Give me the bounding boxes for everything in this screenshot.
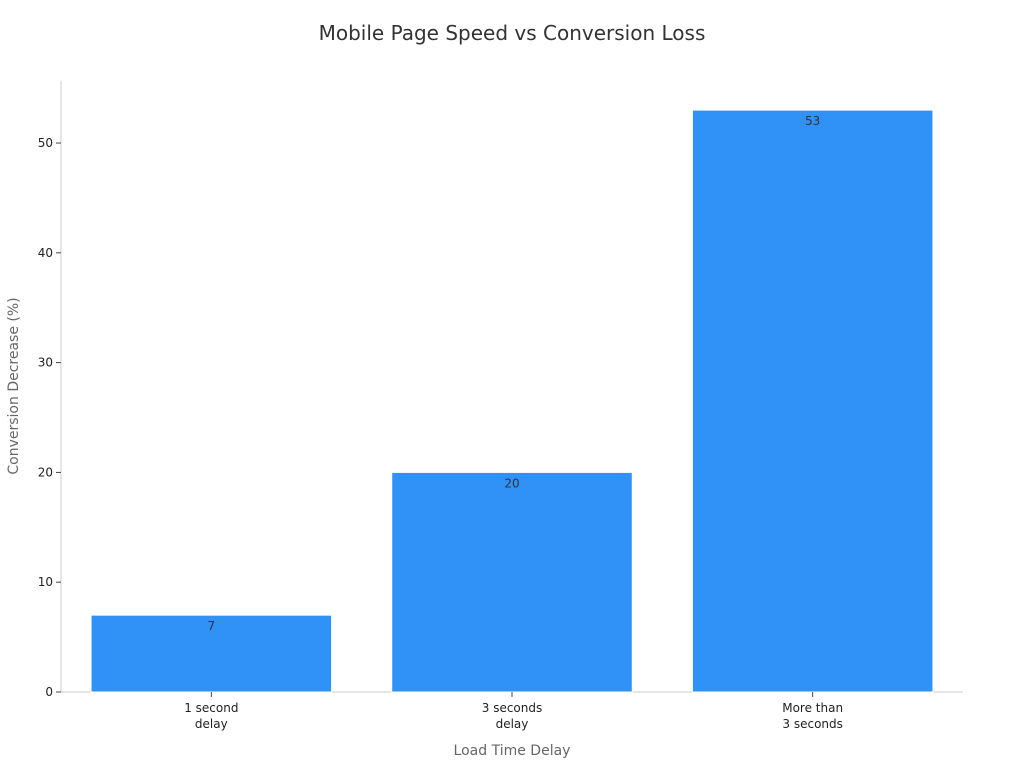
data-labels: 7 20 53 <box>208 114 821 633</box>
x-tick-label: More than 3 seconds <box>782 701 843 731</box>
bar <box>691 109 934 693</box>
y-tick-label: 20 <box>38 465 53 479</box>
x-tick-label-line: 3 seconds <box>782 717 843 731</box>
x-tick-label-line: 1 second <box>184 701 238 715</box>
y-tick-label: 30 <box>38 356 53 370</box>
chart-title: Mobile Page Speed vs Conversion Loss <box>319 21 706 45</box>
x-tick-label-line: delay <box>496 717 529 731</box>
y-tick-label: 50 <box>38 136 53 150</box>
bar <box>90 614 333 693</box>
bar <box>391 471 633 693</box>
y-ticks: 0 10 20 30 40 50 <box>38 136 61 699</box>
y-tick-label: 40 <box>38 246 53 260</box>
bars <box>90 109 934 693</box>
x-tick-label: 3 seconds delay <box>482 701 543 731</box>
y-axis-label: Conversion Decrease (%) <box>6 297 22 474</box>
y-tick-label: 0 <box>45 685 53 699</box>
bar-value-label: 53 <box>805 114 820 128</box>
bar-value-label: 7 <box>208 619 216 633</box>
x-tick-label-line: delay <box>195 717 228 731</box>
x-tick-label-line: More than <box>782 701 843 715</box>
x-axis-label: Load Time Delay <box>454 743 571 759</box>
x-tick-label: 1 second delay <box>184 701 238 731</box>
x-ticks: 1 second delay 3 seconds delay More than 3 se… <box>184 692 843 731</box>
x-tick-label-line: 3 seconds <box>482 701 543 715</box>
bar-value-label: 20 <box>504 476 519 490</box>
y-tick-label: 10 <box>38 575 53 589</box>
